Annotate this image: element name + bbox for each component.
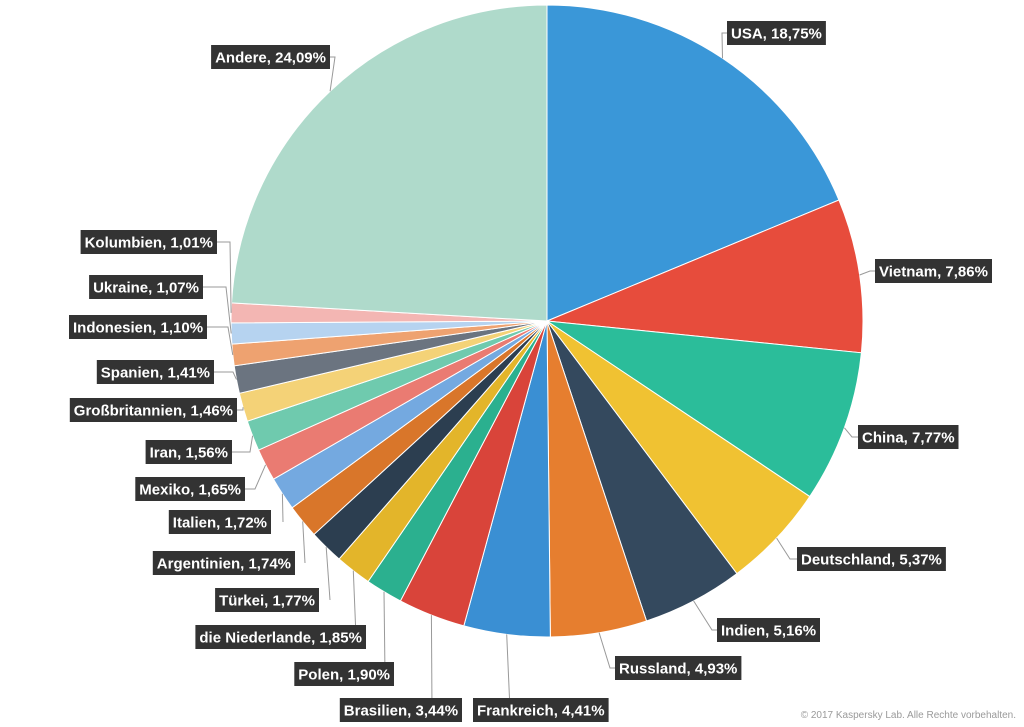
- slice-label-text: Großbritannien, 1,46%: [74, 403, 233, 420]
- slice-label-box: [80, 230, 217, 254]
- slice-label-mexiko: Mexiko, 1,65%: [135, 477, 245, 501]
- slice-label-russland: Russland, 4,93%: [615, 656, 742, 680]
- slice-label-text: Mexiko, 1,65%: [139, 482, 241, 499]
- slice-label-text: die Niederlande, 1,85%: [199, 630, 362, 647]
- slice-label-spanien: Spanien, 1,41%: [96, 360, 214, 384]
- leader-line-indien: [693, 600, 717, 631]
- slice-label-text: Brasilien, 3,44%: [344, 703, 458, 720]
- slice-label-text: Spanien, 1,41%: [101, 365, 210, 382]
- slice-label-box: [473, 698, 609, 722]
- slice-label-iran: Iran, 1,56%: [145, 440, 232, 464]
- slice-label-box: [858, 425, 959, 449]
- slice-label-text: Vietnam, 7,86%: [879, 264, 988, 281]
- slice-label-box: [294, 662, 394, 686]
- slice-label-box: [69, 398, 237, 422]
- slice-label-text: Deutschland, 5,37%: [801, 552, 942, 569]
- pie-slice-andere: [230, 4, 548, 322]
- slice-label-box: [135, 477, 245, 501]
- slice-label-text: Italien, 1,72%: [173, 515, 267, 532]
- slice-label-polen: Polen, 1,90%: [294, 662, 394, 686]
- slice-label-text: Ukraine, 1,07%: [93, 280, 199, 297]
- slice-label-box: [152, 551, 295, 575]
- leader-line-brasilien: [430, 615, 433, 711]
- slice-label-box: [69, 315, 207, 339]
- slice-label-box: [797, 547, 946, 571]
- slice-label-china: China, 7,77%: [858, 425, 959, 449]
- slice-label-argentinien: Argentinien, 1,74%: [152, 551, 295, 575]
- slice-label-box: [145, 440, 232, 464]
- slice-label-vietnam: Vietnam, 7,86%: [875, 259, 992, 283]
- leader-line-iran: [232, 435, 254, 453]
- slice-label-text: USA, 18,75%: [731, 26, 822, 43]
- slice-label-box: [215, 588, 319, 612]
- leader-line-argentinien: [302, 521, 306, 564]
- slice-label-ukraine: Ukraine, 1,07%: [89, 275, 203, 299]
- leader-line-russland: [598, 632, 615, 669]
- slice-label-andere: Andere, 24,09%: [211, 45, 330, 69]
- leader-line-china: [844, 427, 858, 438]
- slice-label-text: Türkei, 1,77%: [219, 593, 315, 610]
- slice-label-box: [168, 510, 271, 534]
- pie-slice-usa: [546, 4, 840, 322]
- slice-labels: USA, 18,75% Vietnam, 7,86% China, 7,77% Deu…: [69, 21, 992, 722]
- slice-label-indonesien: Indonesien, 1,10%: [69, 315, 207, 339]
- slice-label-die-niederlande: die Niederlande, 1,85%: [195, 625, 366, 649]
- leader-lines: [203, 32, 875, 711]
- leader-line-deutschland: [776, 537, 797, 560]
- slice-label-grossbritannien: Großbritannien, 1,46%: [69, 398, 237, 422]
- leader-line-vietnam: [859, 270, 875, 276]
- slice-label-text: Indonesien, 1,10%: [73, 320, 203, 337]
- slice-label-text: Indien, 5,16%: [721, 623, 816, 640]
- pie-slices: [230, 4, 864, 638]
- slice-label-text: China, 7,77%: [862, 430, 955, 447]
- leader-line-kolumbien: [217, 241, 232, 313]
- leader-line-frankreich: [506, 634, 511, 711]
- leader-line-ukraine: [203, 286, 232, 334]
- leader-line-grossbritannien: [237, 407, 244, 411]
- leader-line-andere: [329, 56, 336, 92]
- slice-label-box: [195, 625, 366, 649]
- slice-label-tuerkei: Türkei, 1,77%: [215, 588, 319, 612]
- slice-label-text: Kolumbien, 1,01%: [85, 235, 213, 252]
- copyright-text: © 2017 Kaspersky Lab. Alle Rechte vorbeh…: [800, 710, 1016, 721]
- slice-label-box: [89, 275, 203, 299]
- leader-line-mexiko: [245, 464, 267, 490]
- slice-label-text: Russland, 4,93%: [619, 661, 737, 678]
- pie-slice-china: [546, 320, 862, 498]
- leader-line-tuerkei: [325, 547, 331, 601]
- slice-label-box: [211, 45, 330, 69]
- slice-label-usa: USA, 18,75%: [727, 21, 826, 45]
- slice-label-text: Argentinien, 1,74%: [157, 556, 291, 573]
- slice-label-box: [875, 259, 992, 283]
- slice-label-frankreich: Frankreich, 4,41%: [473, 698, 609, 722]
- leader-line-spanien: [214, 371, 237, 380]
- slice-label-brasilien: Brasilien, 3,44%: [339, 698, 462, 722]
- slice-label-box: [96, 360, 214, 384]
- slice-label-indien: Indien, 5,16%: [717, 618, 820, 642]
- leader-line-indonesien: [207, 326, 234, 356]
- slice-label-italien: Italien, 1,72%: [168, 510, 271, 534]
- slice-label-box: [727, 21, 826, 45]
- slice-label-box: [339, 698, 462, 722]
- leader-line-usa: [721, 32, 727, 59]
- slice-label-box: [717, 618, 820, 642]
- slice-label-text: Polen, 1,90%: [298, 667, 390, 684]
- slice-label-box: [615, 656, 742, 680]
- slice-label-text: Frankreich, 4,41%: [477, 703, 605, 720]
- slice-label-text: Iran, 1,56%: [150, 445, 228, 462]
- slice-label-kolumbien: Kolumbien, 1,01%: [80, 230, 217, 254]
- leader-line-italien: [281, 493, 284, 523]
- slice-label-deutschland: Deutschland, 5,37%: [797, 547, 946, 571]
- leader-line-polen: [383, 591, 386, 675]
- pie-slice-vietnam: [546, 199, 864, 354]
- slice-label-text: Andere, 24,09%: [215, 50, 326, 67]
